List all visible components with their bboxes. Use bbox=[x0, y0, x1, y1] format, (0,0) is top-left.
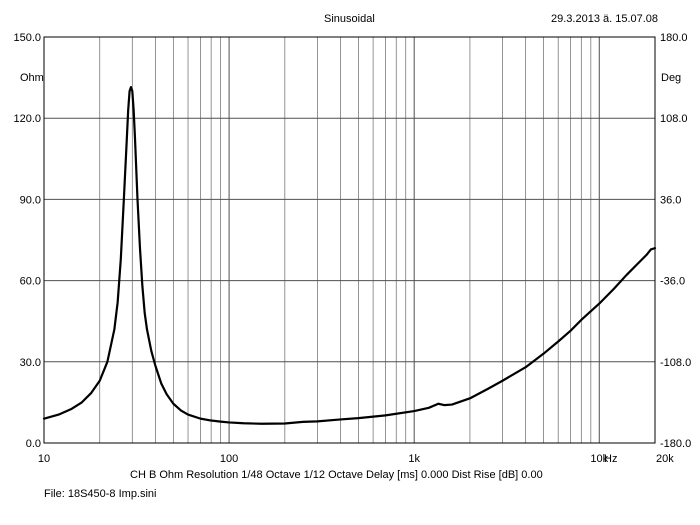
y2-axis-unit-label: Deg bbox=[661, 72, 681, 84]
grid-major bbox=[44, 37, 655, 443]
plot-frame bbox=[43, 36, 656, 444]
x-tick-label: 20k bbox=[656, 453, 674, 465]
x-axis-unit-label: Hz bbox=[604, 453, 617, 465]
y-axis-unit-label: Ohm bbox=[20, 72, 44, 84]
y2-tick-label: -180.0 bbox=[660, 438, 691, 450]
y-tick-label: 30.0 bbox=[20, 357, 41, 369]
series-group bbox=[42, 85, 657, 425]
x-tick-label: 10k bbox=[590, 453, 608, 465]
y-tick-label: 90.0 bbox=[20, 194, 41, 206]
grid-minor bbox=[99, 37, 592, 443]
y-tick-labels: 0.0 30.0 60.0 90.0 120.0 150.0 bbox=[13, 32, 41, 450]
y2-tick-label: 108.0 bbox=[660, 113, 688, 125]
x-tick-label: 10 bbox=[38, 453, 50, 465]
y-tick-label: 60.0 bbox=[20, 276, 41, 288]
x-tick-label: 100 bbox=[220, 453, 238, 465]
x-tick-label: 1k bbox=[408, 453, 420, 465]
y2-tick-label: 36.0 bbox=[660, 194, 681, 206]
impedance-curve bbox=[42, 85, 657, 425]
timestamp: 29.3.2013 ä. 15.07.08 bbox=[551, 13, 659, 25]
file-name: File: 18S450-8 Imp.sini bbox=[44, 488, 157, 500]
y-tick-label: 120.0 bbox=[13, 113, 41, 125]
x-tick-labels: 10 100 1k 10k 20k bbox=[38, 453, 674, 465]
y2-tick-label: -108.0 bbox=[660, 357, 691, 369]
y-tick-label: 150.0 bbox=[13, 32, 41, 44]
y-tick-label: 0.0 bbox=[26, 438, 41, 450]
y2-tick-label: -36.0 bbox=[660, 276, 685, 288]
y2-tick-labels: -180.0 -108.0 -36.0 36.0 108.0 180.0 bbox=[660, 32, 691, 450]
y2-tick-label: 180.0 bbox=[660, 32, 688, 44]
measurement-settings: CH B Ohm Resolution 1/48 Octave 1/12 Oct… bbox=[130, 469, 543, 481]
chart-title: Sinusoidal bbox=[324, 13, 375, 25]
